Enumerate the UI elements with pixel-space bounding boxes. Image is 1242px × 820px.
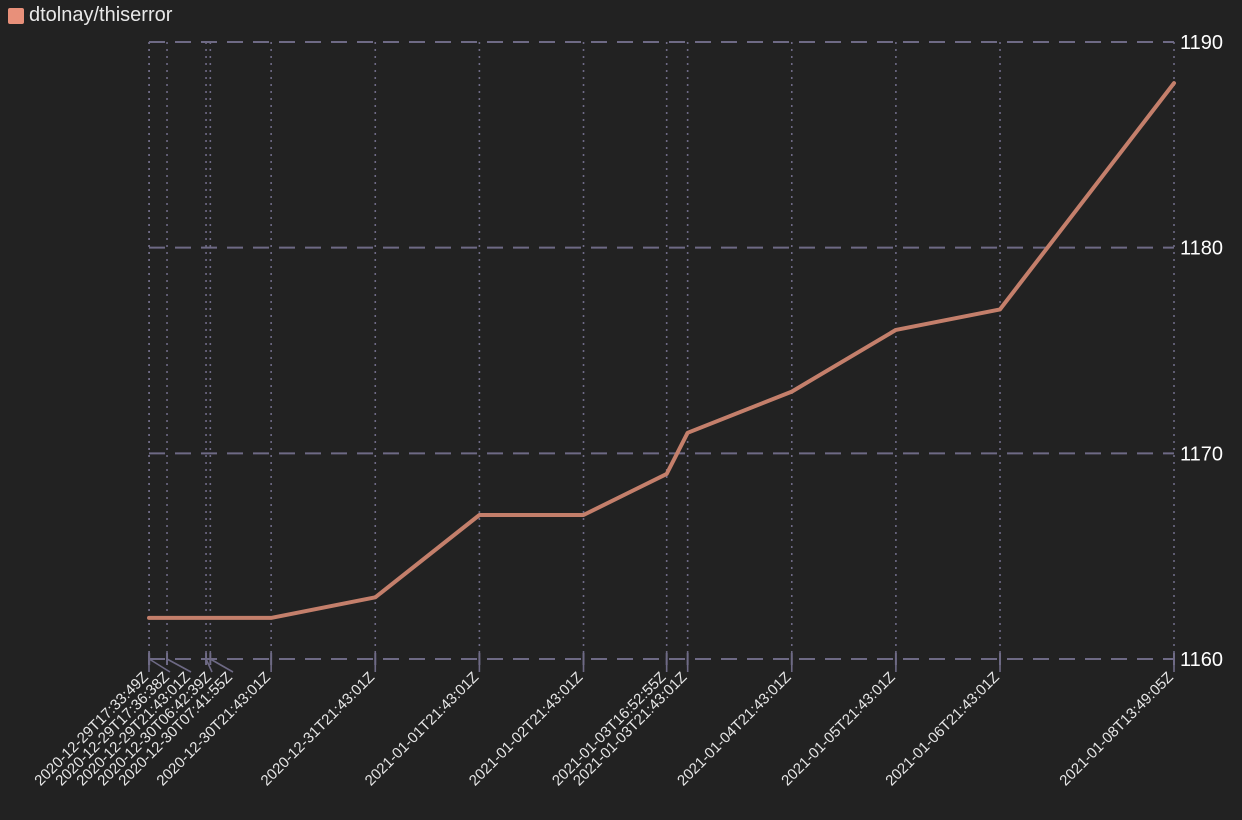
y-tick-label: 1160 bbox=[1180, 649, 1223, 671]
y-gridlines bbox=[149, 41, 1174, 660]
y-tick-label: 1170 bbox=[1180, 443, 1223, 465]
legend: dtolnay/thiserror bbox=[8, 4, 172, 27]
x-gridlines bbox=[148, 42, 1175, 673]
y-axis-tick-labels: 1160 1170 1180 1190 bbox=[1180, 32, 1223, 671]
x-tick-label: 2021-01-01T21:43:01Z bbox=[362, 669, 483, 790]
x-tick-label: 2020-12-31T21:43:01Z bbox=[258, 669, 379, 790]
x-tick-label: 2021-01-03T21:43:01Z bbox=[570, 669, 691, 790]
y-tick-label: 1180 bbox=[1180, 238, 1223, 260]
x-tick-label: 2021-01-05T21:43:01Z bbox=[778, 669, 899, 790]
y-tick-label: 1190 bbox=[1180, 32, 1223, 54]
x-axis-tick-labels: 2020-12-29T17:33:49Z2020-12-29T17:36:38Z… bbox=[31, 669, 1177, 790]
x-tick-leader bbox=[205, 658, 213, 673]
x-tick-leader bbox=[209, 658, 234, 673]
legend-swatch bbox=[8, 7, 24, 24]
x-tick-label: 2021-01-04T21:43:01Z bbox=[674, 669, 795, 790]
x-tick-leader bbox=[148, 658, 171, 673]
x-tick-label: 2021-01-08T13:49:05Z bbox=[1056, 669, 1177, 790]
x-tick-label: 2021-01-06T21:43:01Z bbox=[882, 669, 1003, 790]
legend-label: dtolnay/thiserror bbox=[29, 4, 173, 26]
x-tick-leader bbox=[166, 658, 192, 673]
series-line bbox=[147, 81, 1176, 620]
